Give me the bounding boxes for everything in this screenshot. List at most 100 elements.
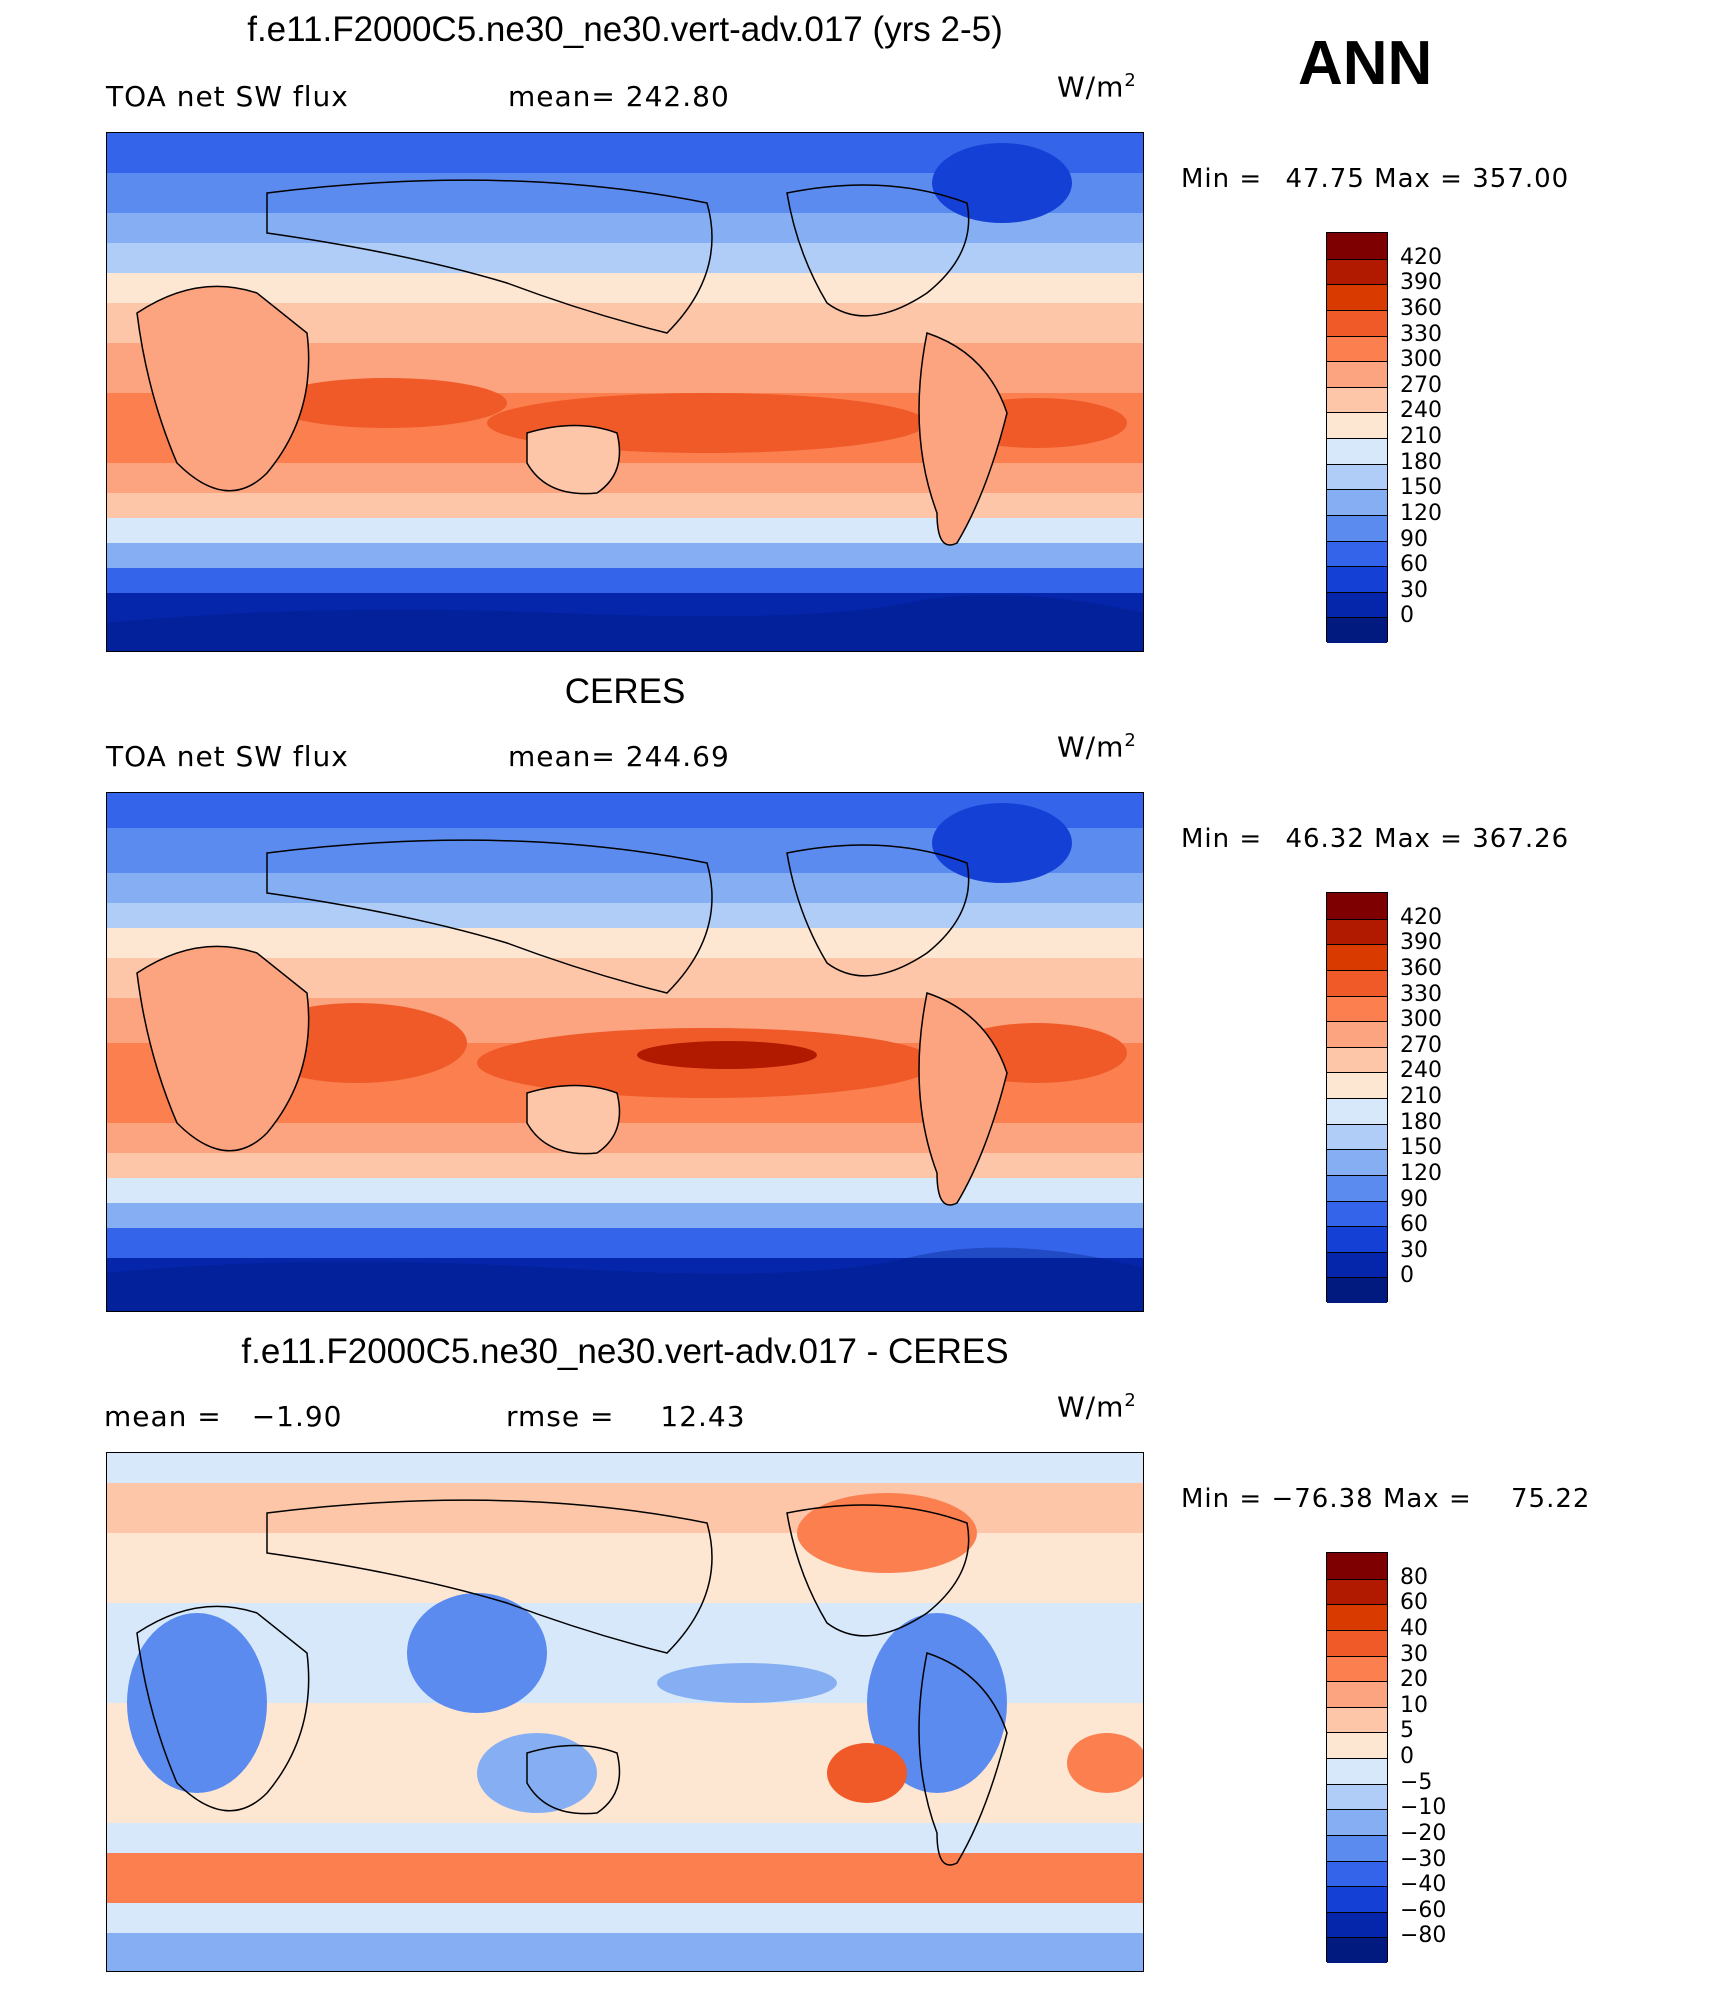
colorbar-tick-label: 390	[1400, 270, 1442, 296]
panel2-variable-label: TOA net SW flux	[106, 740, 349, 773]
colorbar-tick-label: 240	[1400, 398, 1442, 424]
panel3-unit-base: W/m	[1057, 1390, 1125, 1424]
africa-outline	[136, 285, 310, 492]
colorbar-tick-label: 180	[1400, 449, 1442, 475]
panel3-minmax: Min = −76.38 Max = 75.22	[1181, 1484, 1590, 1514]
panel3-mean-value: −1.90	[251, 1400, 343, 1433]
diff-australia-neg	[477, 1733, 597, 1813]
diff-n1	[107, 1483, 1143, 1533]
eurasia-outline	[266, 179, 713, 334]
diff-peru-pos	[827, 1743, 907, 1803]
colorbar-segment	[1327, 944, 1387, 970]
colorbar-segment	[1327, 1732, 1387, 1758]
colorbar-segment	[1327, 1655, 1387, 1682]
north-america-outline	[786, 844, 970, 977]
colorbar-tick-label: 30	[1400, 1237, 1428, 1263]
colorbar-tick-label: 120	[1400, 1160, 1442, 1186]
colorbar-tick-label: 30	[1400, 1641, 1428, 1667]
colorbar-tick-label: 360	[1400, 955, 1442, 981]
tropical-peak-pacific	[637, 1041, 817, 1069]
colorbar-segment	[1327, 1251, 1387, 1278]
panel2-max-value: 367.26	[1472, 824, 1570, 854]
colorbar-tick-label: 150	[1400, 475, 1442, 501]
colorbar-segment	[1327, 566, 1387, 592]
colorbar-segment	[1327, 1072, 1387, 1098]
colorbar-segment	[1327, 1123, 1387, 1150]
colorbar-tick-label: 390	[1400, 930, 1442, 956]
south-america-outline	[918, 1652, 1008, 1866]
colorbar-tick-label: 210	[1400, 424, 1442, 449]
band-n4	[107, 903, 1143, 928]
colorbar-segment	[1327, 463, 1387, 490]
colorbar-segment	[1327, 1758, 1387, 1784]
diff-s3	[107, 1903, 1143, 1933]
colorbar-segment	[1327, 893, 1387, 919]
eurasia-outline	[266, 1499, 713, 1654]
panel2-min-label: Min =	[1181, 824, 1263, 854]
colorbar-segment	[1327, 1098, 1387, 1124]
north-america-outline	[786, 184, 970, 317]
colorbar-segment	[1327, 233, 1387, 259]
panel1-map-svg	[107, 133, 1143, 651]
colorbar-tick-label: −40	[1400, 1872, 1447, 1898]
panel3-colorbar	[1326, 1552, 1388, 1963]
band-s2	[107, 1153, 1143, 1178]
panel3-min-label: Min =	[1181, 1484, 1263, 1514]
south-america-outline	[918, 992, 1008, 1206]
colorbar-tick-label: 90	[1400, 1186, 1428, 1212]
colorbar-segment	[1327, 1149, 1387, 1175]
diff-arctic	[107, 1453, 1143, 1483]
colorbar-tick-label: 40	[1400, 1615, 1428, 1641]
colorbar-tick-label: −60	[1400, 1897, 1447, 1923]
colorbar-tick-label: 210	[1400, 1084, 1442, 1109]
colorbar-segment	[1327, 438, 1387, 464]
panel1-max-label: Max =	[1374, 164, 1463, 194]
colorbar-tick-label: −10	[1400, 1795, 1447, 1821]
colorbar-segment	[1327, 540, 1387, 567]
colorbar-segment	[1327, 1629, 1387, 1656]
diff-s1	[107, 1783, 1143, 1823]
panel2-map-svg	[107, 793, 1143, 1311]
panel1-title: f.e11.F2000C5.ne30_ne30.vert-adv.017 (yr…	[247, 10, 1003, 49]
colorbar-segment	[1327, 284, 1387, 310]
diff-southern-ocean	[107, 1853, 1143, 1903]
colorbar-tick-label: 420	[1400, 244, 1442, 270]
colorbar-segment	[1327, 386, 1387, 413]
panel1-mean-label: mean= 242.80	[508, 80, 730, 113]
diff-samerica-neg	[867, 1613, 1007, 1793]
colorbar-tick-label: −20	[1400, 1820, 1447, 1846]
panel3-mean-label: mean = −1.90	[104, 1400, 343, 1433]
colorbar-segment	[1327, 489, 1387, 515]
tropical-max-indian	[267, 378, 507, 428]
colorbar-tick-label: 0	[1400, 1263, 1414, 1289]
colorbar-tick-label: 90	[1400, 526, 1428, 552]
band-s3	[107, 518, 1143, 543]
band-s4	[107, 1203, 1143, 1228]
colorbar-segment	[1327, 1578, 1387, 1605]
colorbar-tick-label: 20	[1400, 1667, 1428, 1693]
panel2-title: CERES	[564, 672, 686, 711]
colorbar-segment	[1327, 1200, 1387, 1227]
panel3-max-label: Max =	[1382, 1484, 1472, 1514]
colorbar-segment	[1327, 1046, 1387, 1073]
north-america-outline	[786, 1504, 970, 1637]
colorbar-segment	[1327, 1783, 1387, 1810]
colorbar-tick-label: 150	[1400, 1135, 1442, 1161]
colorbar-segment	[1327, 361, 1387, 387]
band-n5	[107, 928, 1143, 958]
panel3-min-value: −76.38	[1271, 1484, 1374, 1514]
panel2-unit-base: W/m	[1057, 730, 1125, 764]
colorbar-tick-label: 60	[1400, 552, 1428, 578]
panel2-mean-key: mean=	[508, 740, 616, 773]
diff-pacific-neg	[657, 1663, 837, 1703]
panel1-min-label: Min =	[1181, 164, 1263, 194]
colorbar-segment	[1327, 412, 1387, 438]
colorbar-segment	[1327, 1226, 1387, 1252]
panel3-unit-exp: 2	[1124, 1390, 1137, 1411]
colorbar-tick-label: 240	[1400, 1058, 1442, 1084]
colorbar-segment	[1327, 1681, 1387, 1707]
panel3-title: f.e11.F2000C5.ne30_ne30.vert-adv.017 - C…	[241, 1332, 1009, 1371]
panel2-max-label: Max =	[1374, 824, 1463, 854]
colorbar-tick-label: 10	[1400, 1692, 1428, 1718]
panel2-unit-exp: 2	[1124, 730, 1137, 751]
